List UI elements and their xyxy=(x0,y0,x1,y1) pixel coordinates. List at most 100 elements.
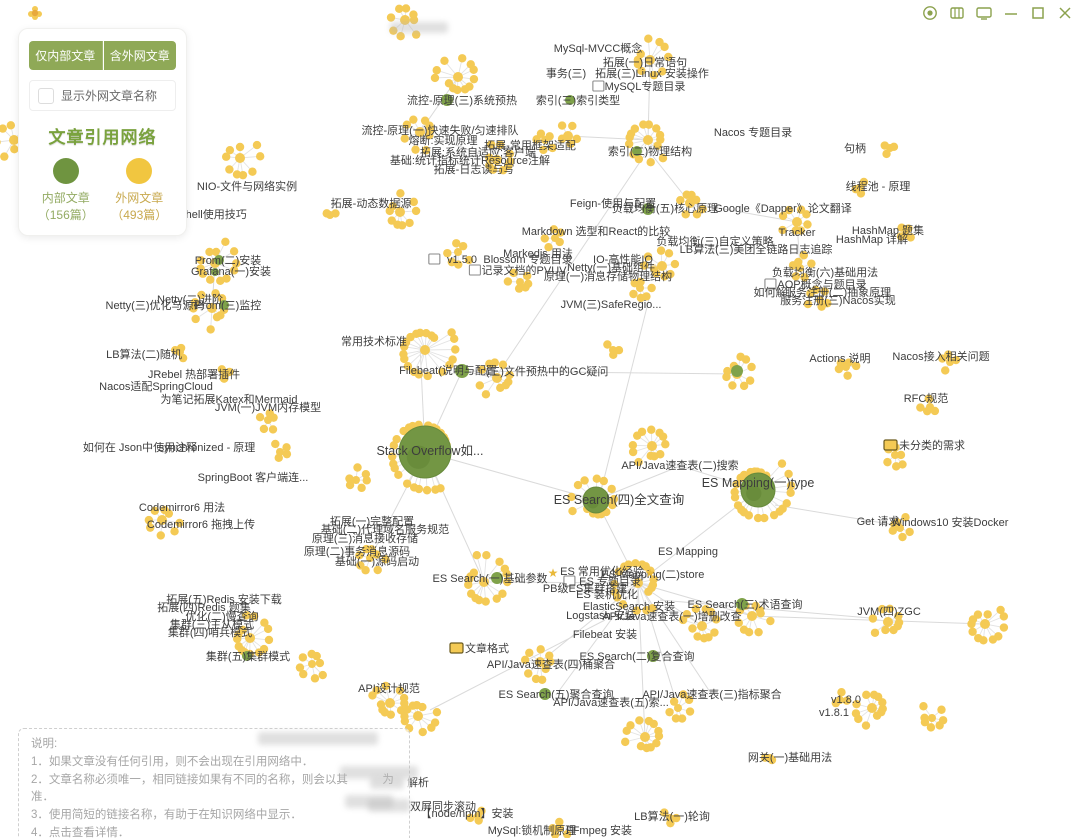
external-article-node[interactable] xyxy=(225,145,235,155)
external-article-node[interactable] xyxy=(282,443,291,452)
external-article-node[interactable] xyxy=(633,55,643,65)
external-article-node[interactable] xyxy=(891,451,899,459)
external-article-node[interactable] xyxy=(405,218,414,228)
external-article-node[interactable] xyxy=(607,484,616,494)
external-article-node[interactable] xyxy=(656,246,666,255)
show-external-names-checkbox-row[interactable]: 显示外网文章名称 xyxy=(29,80,176,111)
internal-only-button[interactable]: 仅内部文章 xyxy=(29,41,103,70)
node-label[interactable]: JVM(一)JVM内存模型 xyxy=(215,400,321,414)
internal-article-node[interactable] xyxy=(211,268,219,276)
maximize-icon[interactable] xyxy=(1029,4,1047,22)
node-label[interactable]: 流控-原理(一)快速失败/匀速排队 xyxy=(361,123,518,137)
external-article-node[interactable] xyxy=(388,452,397,461)
external-article-node[interactable] xyxy=(861,721,871,730)
node-label[interactable]: 如何解 xyxy=(754,285,787,299)
node-label[interactable]: 网关(一)基础用法 xyxy=(748,750,832,764)
node-label[interactable]: ES Search(一)基础参数 xyxy=(433,571,548,585)
external-article-node[interactable] xyxy=(677,714,687,723)
node-label[interactable]: API/Java速查表(四)桶聚合 xyxy=(487,657,615,671)
external-article-node[interactable] xyxy=(664,249,674,258)
node-label[interactable]: ES 专题目录 xyxy=(579,574,641,588)
node-label[interactable]: 索引(二)物理结构 xyxy=(608,144,692,158)
node-label[interactable]: 【node/npm】安装 xyxy=(421,806,514,820)
external-article-node[interactable] xyxy=(381,555,390,564)
node-label[interactable]: API/Java速查表(一)增删改查 xyxy=(602,609,741,623)
external-article-node[interactable] xyxy=(635,716,644,725)
external-article-node[interactable] xyxy=(648,604,657,613)
external-article-node[interactable] xyxy=(637,427,647,436)
external-article-node[interactable] xyxy=(693,632,702,641)
external-article-node[interactable] xyxy=(807,259,816,268)
node-label[interactable]: Stack Overflow如... xyxy=(377,443,484,458)
external-article-node[interactable] xyxy=(501,380,510,390)
external-article-node[interactable] xyxy=(856,184,864,192)
external-article-node[interactable] xyxy=(685,198,695,208)
external-article-node[interactable] xyxy=(646,451,655,461)
external-article-node[interactable] xyxy=(999,612,1009,621)
node-label[interactable]: 服务注册(二)抽象原理 xyxy=(785,285,891,299)
external-article-node[interactable] xyxy=(495,140,505,149)
external-article-node[interactable] xyxy=(642,743,651,753)
external-article-node[interactable] xyxy=(851,361,861,371)
external-article-node[interactable] xyxy=(432,66,441,75)
external-article-node[interactable] xyxy=(739,381,749,391)
external-article-node[interactable] xyxy=(400,15,410,25)
external-article-node[interactable] xyxy=(649,719,658,729)
external-article-node[interactable] xyxy=(898,532,907,542)
external-article-node[interactable] xyxy=(938,716,948,725)
external-article-node[interactable] xyxy=(0,152,9,161)
external-article-node[interactable] xyxy=(894,611,903,621)
internal-article-node[interactable] xyxy=(642,203,654,215)
external-article-node[interactable] xyxy=(739,625,749,634)
external-article-node[interactable] xyxy=(614,346,624,355)
external-article-node[interactable] xyxy=(642,292,651,301)
external-article-node[interactable] xyxy=(796,264,804,272)
external-article-node[interactable] xyxy=(451,345,460,354)
external-article-node[interactable] xyxy=(389,441,399,450)
external-article-node[interactable] xyxy=(505,370,514,380)
external-article-node[interactable] xyxy=(688,624,697,633)
external-article-node[interactable] xyxy=(676,196,685,205)
external-article-node[interactable] xyxy=(249,612,259,621)
node-label[interactable]: 流控-原理(三)系统预热 xyxy=(407,93,517,107)
external-article-node[interactable] xyxy=(490,358,499,367)
external-article-node[interactable] xyxy=(620,562,629,571)
external-article-node[interactable] xyxy=(479,577,489,587)
node-label[interactable]: 拓展-常用框架适配 xyxy=(484,138,576,152)
external-article-node[interactable] xyxy=(626,721,635,730)
external-article-node[interactable] xyxy=(647,425,656,434)
node-label[interactable]: ES 装机优化 xyxy=(576,587,638,601)
external-article-node[interactable] xyxy=(806,289,815,298)
external-article-node[interactable] xyxy=(946,358,954,366)
external-article-node[interactable] xyxy=(299,669,308,679)
external-article-node[interactable] xyxy=(400,354,409,364)
node-label[interactable]: API/Java速查表(三)指标聚合 xyxy=(642,687,781,701)
external-article-node[interactable] xyxy=(996,605,1005,615)
external-article-node[interactable] xyxy=(352,476,360,484)
external-article-node[interactable] xyxy=(968,615,978,624)
node-label[interactable]: Prom(二)安装 xyxy=(195,253,262,267)
external-article-node[interactable] xyxy=(737,505,746,515)
external-article-node[interactable] xyxy=(754,627,763,637)
node-label[interactable]: LB算法(一)轮询 xyxy=(634,809,710,823)
external-article-node[interactable] xyxy=(624,139,634,149)
external-article-node[interactable] xyxy=(474,812,482,820)
external-article-node[interactable] xyxy=(178,353,188,363)
node-label[interactable]: API/Java速查表(二)搜索 xyxy=(621,458,738,472)
external-article-node[interactable] xyxy=(555,817,564,827)
external-article-node[interactable] xyxy=(851,709,861,718)
external-article-node[interactable] xyxy=(197,290,206,300)
node-label[interactable]: 熔断:实现原理 xyxy=(408,133,477,147)
external-article-node[interactable] xyxy=(205,247,214,257)
external-article-node[interactable] xyxy=(212,312,222,322)
external-article-node[interactable] xyxy=(318,670,327,680)
external-article-node[interactable] xyxy=(452,239,461,248)
external-article-node[interactable] xyxy=(926,723,936,732)
node-label[interactable]: Markedjs 用法 xyxy=(503,246,573,260)
node-label[interactable]: MySql-MVCC概念 xyxy=(554,41,643,55)
external-article-node[interactable] xyxy=(362,544,371,554)
external-article-node[interactable] xyxy=(799,251,808,260)
external-article-node[interactable] xyxy=(643,135,653,145)
external-article-node[interactable] xyxy=(625,133,634,142)
external-article-node[interactable] xyxy=(400,342,409,351)
